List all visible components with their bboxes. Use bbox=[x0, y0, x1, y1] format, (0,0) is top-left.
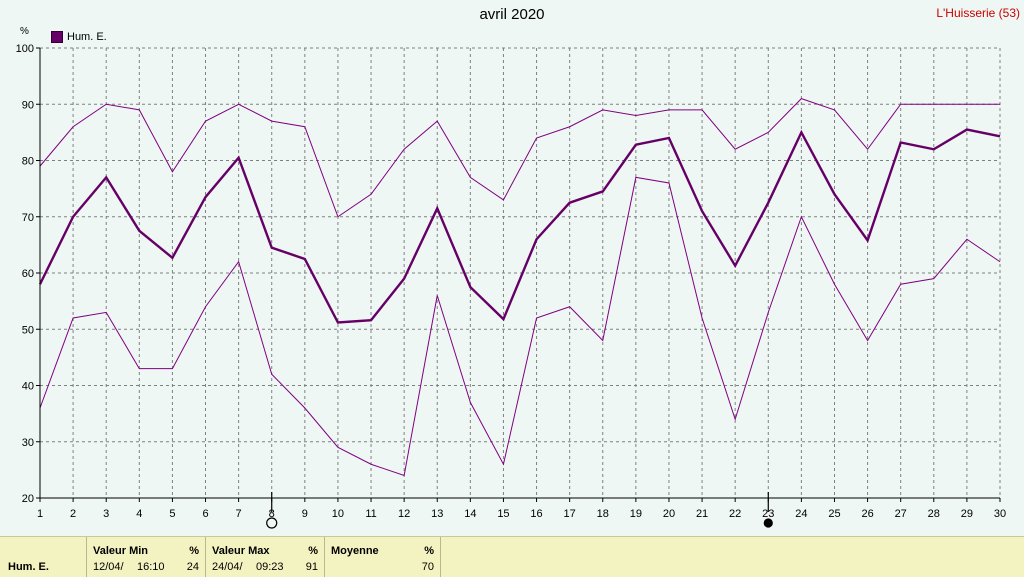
min-unit: % bbox=[189, 545, 199, 557]
grid bbox=[40, 47, 1001, 498]
max-date: 24/04/ bbox=[212, 561, 243, 573]
x-tick-label: 4 bbox=[136, 508, 142, 520]
summary-panel: Hum. E. Valeur Min % 12/04/ 16:10 24 Val… bbox=[0, 536, 1024, 577]
x-tick-label: 16 bbox=[530, 508, 542, 520]
x-tick-label: 23 bbox=[762, 508, 774, 520]
x-tick-label: 14 bbox=[464, 508, 476, 520]
legend: Hum. E. bbox=[51, 31, 107, 43]
summary-series-cell: Hum. E. bbox=[0, 537, 87, 577]
x-tick-label: 24 bbox=[795, 508, 807, 520]
x-tick-label: 22 bbox=[729, 508, 741, 520]
legend-swatch bbox=[51, 31, 63, 43]
max-header: Valeur Max bbox=[212, 545, 270, 557]
summary-mean-cell: Moyenne % 70 bbox=[325, 537, 441, 577]
x-tick-label: 10 bbox=[332, 508, 344, 520]
x-tick-label: 21 bbox=[696, 508, 708, 520]
y-tick-label: 70 bbox=[22, 212, 34, 224]
mean-value: 70 bbox=[421, 561, 434, 573]
max-unit: % bbox=[308, 545, 318, 557]
x-tick-label: 3 bbox=[103, 508, 109, 520]
y-tick-label: 100 bbox=[16, 43, 34, 55]
x-tick-label: 5 bbox=[169, 508, 175, 520]
min-value: 24 bbox=[186, 561, 199, 573]
summary-min-cell: Valeur Min % 12/04/ 16:10 24 bbox=[87, 537, 206, 577]
chart-title: avril 2020 bbox=[479, 6, 545, 23]
moon-markers bbox=[266, 492, 773, 529]
y-tick-label: 80 bbox=[22, 156, 34, 168]
mean-header: Moyenne bbox=[331, 545, 379, 557]
min-time: 16:10 bbox=[137, 561, 165, 573]
x-tick-label: 26 bbox=[861, 508, 873, 520]
x-tick-label: 1 bbox=[37, 508, 43, 520]
x-tick-label: 12 bbox=[398, 508, 410, 520]
x-tick-label: 15 bbox=[497, 508, 509, 520]
x-tick-label: 11 bbox=[365, 508, 376, 520]
mean-unit: % bbox=[424, 545, 434, 557]
summary-max-cell: Valeur Max % 24/04/ 09:23 91 bbox=[206, 537, 325, 577]
full-moon-icon bbox=[763, 518, 773, 528]
series-lines bbox=[38, 98, 1001, 477]
x-tick-label: 9 bbox=[302, 508, 308, 520]
x-tick-label: 28 bbox=[928, 508, 940, 520]
x-tick-label: 19 bbox=[630, 508, 642, 520]
x-tick-label: 18 bbox=[597, 508, 609, 520]
x-tick-label: 27 bbox=[895, 508, 907, 520]
y-tick-label: 90 bbox=[22, 99, 34, 111]
legend-label: Hum. E. bbox=[67, 31, 107, 43]
x-tick-label: 29 bbox=[961, 508, 973, 520]
x-tick-label: 30 bbox=[994, 508, 1006, 520]
max-value: 91 bbox=[305, 561, 318, 573]
series-line-min bbox=[39, 176, 1001, 477]
y-axis-unit: % bbox=[20, 26, 29, 37]
series-line-max bbox=[39, 98, 1000, 218]
x-tick-label: 2 bbox=[70, 508, 76, 520]
x-tick-label: 6 bbox=[202, 508, 208, 520]
y-tick-label: 50 bbox=[22, 324, 34, 336]
y-tick-label: 20 bbox=[22, 493, 34, 505]
y-tick-label: 40 bbox=[22, 381, 34, 393]
x-tick-label: 13 bbox=[431, 508, 443, 520]
min-date: 12/04/ bbox=[93, 561, 124, 573]
summary-series-label: Hum. E. bbox=[8, 561, 49, 573]
x-tick-label: 25 bbox=[828, 508, 840, 520]
y-tick-label: 30 bbox=[22, 437, 34, 449]
min-header: Valeur Min bbox=[93, 545, 149, 557]
x-tick-label: 8 bbox=[269, 508, 275, 520]
y-tick-label: 60 bbox=[22, 268, 34, 280]
x-tick-label: 20 bbox=[663, 508, 675, 520]
x-tick-label: 7 bbox=[236, 508, 242, 520]
station-name: L'Huisserie (53) bbox=[936, 6, 1020, 20]
max-time: 09:23 bbox=[256, 561, 284, 573]
new-moon-icon bbox=[266, 517, 278, 529]
x-tick-label: 17 bbox=[564, 508, 576, 520]
series-line-mean bbox=[38, 128, 1001, 324]
